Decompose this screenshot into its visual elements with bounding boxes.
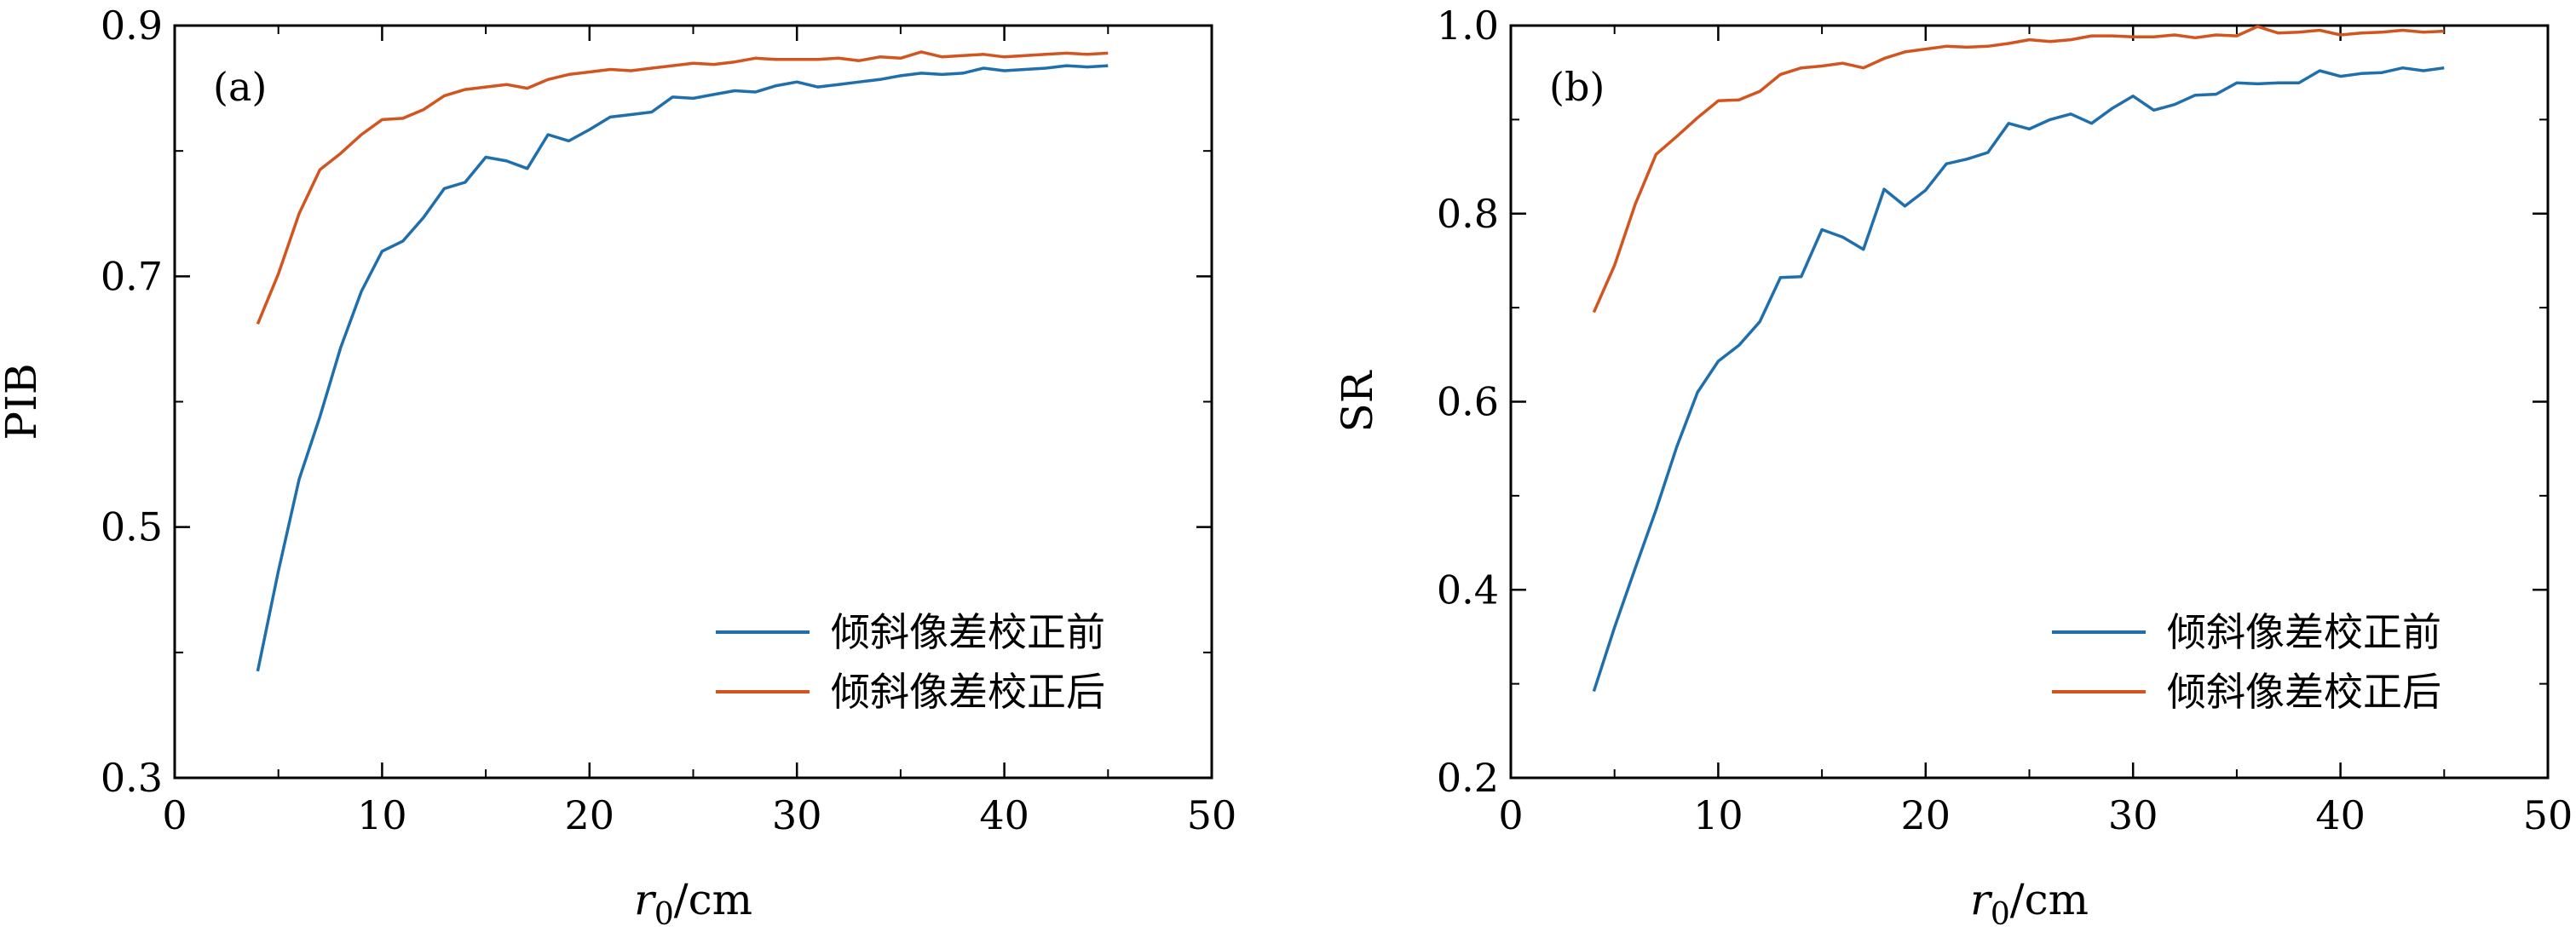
chart-a-xtick-label-4: 40 [979, 792, 1029, 838]
chart-b-plot-frame [1509, 24, 2550, 780]
chart-a-xlabel: r0/cm [634, 875, 752, 932]
chart-a-panel-label: (a) [213, 64, 267, 110]
chart-b-xtick-label-3: 30 [2108, 792, 2158, 838]
chart-b-xtick-label-0: 0 [1498, 792, 1523, 838]
chart-b-panel-label: (b) [1549, 64, 1605, 110]
chart-b-ytick-label-2: 0.6 [1437, 379, 1499, 425]
chart-a-legend-label-0: 倾斜像差校正前 [831, 609, 1105, 655]
chart-b: 0 10 20 30 40 50 0.2 0.4 0.6 0.8 1.0 (b) SR r0/cm 倾斜像差… [1333, 3, 2573, 932]
chart-b-legend-label-0: 倾斜像差校正前 [2167, 609, 2441, 655]
chart-b-xlabel: r0/cm [1970, 875, 2089, 932]
chart-a-ytick-label-1: 0.5 [101, 504, 163, 550]
chart-a-plot-frame [173, 24, 1213, 780]
chart-b-xtick-label-2: 20 [1901, 792, 1951, 838]
chart-a-xtick-label-5: 50 [1187, 792, 1237, 838]
chart-a-xtick-label-3: 30 [772, 792, 822, 838]
chart-b-ytick-label-0: 0.2 [1437, 755, 1499, 801]
chart-b-ytick-label-1: 0.4 [1437, 567, 1499, 613]
chart-b-series-0 [1592, 66, 2445, 693]
chart-b-series-1 [1592, 25, 2445, 314]
chart-b-ytick-label-3: 0.8 [1437, 191, 1499, 237]
chart-b-ylabel: SR [1333, 370, 1382, 432]
chart-b-xtick-label-5: 50 [2523, 792, 2573, 838]
chart-a-ytick-label-3: 0.9 [101, 3, 163, 49]
chart-b-xtick-label-1: 10 [1693, 792, 1743, 838]
chart-b-legend-label-1: 倾斜像差校正后 [2167, 669, 2441, 715]
chart-a: 0 10 20 30 40 50 0.3 0.5 0.7 0.9 (a) PIB r0/cm 倾斜像差校正… [0, 3, 1236, 932]
chart-b-xtick-label-4: 40 [2315, 792, 2366, 838]
chart-a-ytick-label-2: 0.7 [101, 253, 163, 299]
chart-a-xtick-label-1: 10 [357, 792, 407, 838]
chart-a-xtick-label-0: 0 [162, 792, 187, 838]
chart-a-xtick-label-2: 20 [565, 792, 615, 838]
chart-b-ytick-label-4: 1.0 [1437, 3, 1499, 49]
chart-a-ylabel: PIB [0, 363, 46, 440]
chart-a-ytick-label-0: 0.3 [101, 755, 163, 801]
chart-a-series-1 [256, 50, 1109, 325]
chart-a-legend-label-1: 倾斜像差校正后 [831, 669, 1105, 715]
chart-a-series-0 [256, 64, 1109, 672]
